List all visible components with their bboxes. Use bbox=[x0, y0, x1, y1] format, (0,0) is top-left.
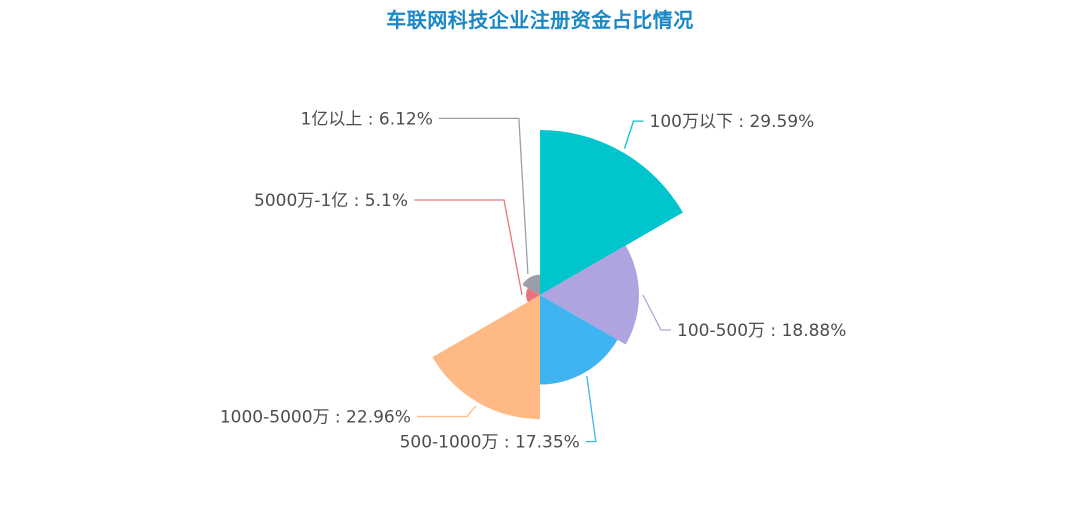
leader-line-6 bbox=[438, 117, 529, 275]
slice-label-2: 100-500万 : 18.88% bbox=[677, 321, 846, 341]
rose-slice-1[interactable] bbox=[540, 130, 683, 295]
rose-slice-4[interactable] bbox=[432, 295, 541, 420]
chart-title: 车联网科技企业注册资金占比情况 bbox=[386, 8, 694, 32]
slice-label-3: 500-1000万 : 17.35% bbox=[400, 433, 580, 453]
rose-slice-3[interactable] bbox=[540, 295, 618, 385]
rose-slice-6[interactable] bbox=[522, 274, 540, 295]
slice-label-1: 100万以下 : 29.59% bbox=[650, 112, 815, 132]
leader-line-1 bbox=[623, 120, 644, 149]
leader-line-5 bbox=[414, 199, 523, 296]
leader-line-4 bbox=[416, 405, 477, 418]
leader-line-3 bbox=[585, 375, 597, 443]
rose-slice-5[interactable] bbox=[526, 288, 540, 302]
slice-label-6: 1亿以上 : 6.12% bbox=[301, 109, 433, 129]
rose-slice-2[interactable] bbox=[540, 245, 639, 345]
leader-line-2 bbox=[642, 294, 671, 331]
slice-label-4: 1000-5000万 : 22.96% bbox=[220, 408, 411, 428]
slice-label-5: 5000万-1亿 : 5.1% bbox=[254, 191, 408, 211]
